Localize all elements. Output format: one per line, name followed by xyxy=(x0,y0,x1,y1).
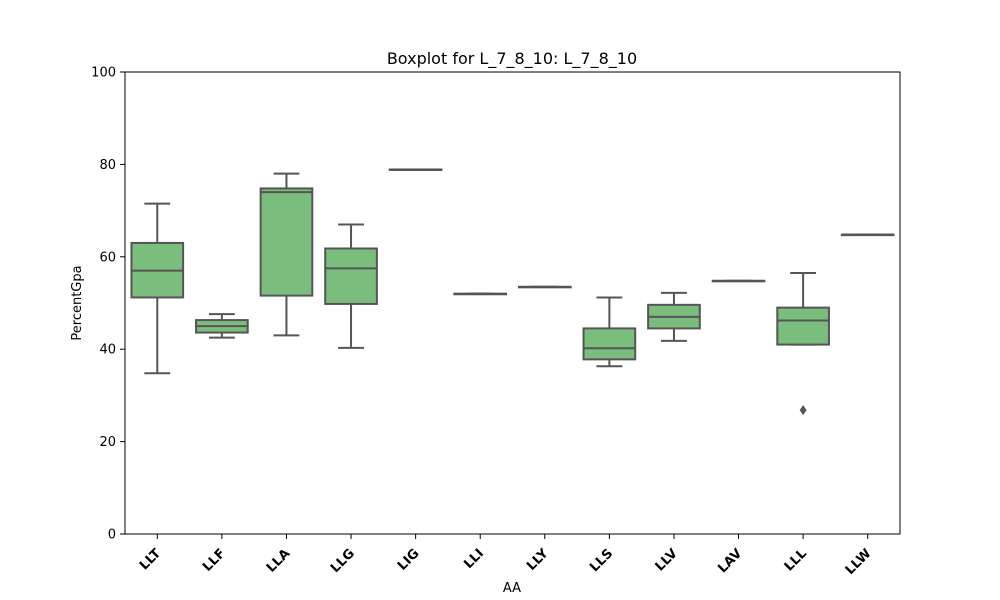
x-tick-label-lav: LAV xyxy=(715,546,745,576)
iqr-box xyxy=(582,327,637,361)
box-lla xyxy=(259,172,314,337)
box-lli xyxy=(453,292,508,296)
y-tick-label: 20 xyxy=(99,435,116,450)
box-lly xyxy=(517,285,572,289)
y-axis-label: PercentGpa xyxy=(70,265,85,340)
x-tick-label-llw: LLW xyxy=(843,546,875,578)
iqr-box xyxy=(324,247,378,305)
y-tick-label: 0 xyxy=(108,528,116,543)
x-tick-label-lls: LLS xyxy=(587,546,616,575)
x-tick-label-llv: LLV xyxy=(653,546,681,574)
x-tick-label-lig: LIG xyxy=(395,546,422,573)
iqr-box xyxy=(259,187,314,297)
x-axis: LLT LLF LLA LLG LIG LLI LLY LLS LLV LAV LLL LLW xyxy=(137,534,875,578)
x-tick-label-lli: LLI xyxy=(461,546,487,572)
x-tick-label-llg: LLG xyxy=(328,546,358,576)
box-llf xyxy=(195,313,249,339)
chart-title: Boxplot for L_7_8_10: L_7_8_10 xyxy=(387,49,637,69)
y-tick-label: 40 xyxy=(99,343,116,358)
y-axis: 0 20 40 60 80 100 xyxy=(91,66,125,543)
y-tick-label: 80 xyxy=(99,158,116,173)
box-llg xyxy=(324,223,378,349)
box-lls xyxy=(582,296,637,368)
x-tick-label-llt: LLT xyxy=(137,546,164,573)
iqr-box xyxy=(776,306,830,346)
box-llw xyxy=(840,233,895,237)
box-llt xyxy=(130,202,185,375)
x-tick-label-lll: LLL xyxy=(782,546,810,574)
x-axis-label: AA xyxy=(503,581,521,596)
y-tick-label: 60 xyxy=(99,250,116,265)
x-tick-label-llf: LLF xyxy=(200,546,229,575)
x-tick-label-lla: LLA xyxy=(264,546,293,575)
plot-frame xyxy=(124,71,901,535)
box-lll xyxy=(776,271,830,416)
y-tick-label: 100 xyxy=(91,66,116,81)
box-llv xyxy=(647,291,701,342)
plot-area xyxy=(130,168,895,416)
outlier-point xyxy=(799,405,807,416)
box-lav xyxy=(711,279,766,283)
box-lig xyxy=(388,168,443,171)
x-tick-label-lly: LLY xyxy=(524,546,552,574)
